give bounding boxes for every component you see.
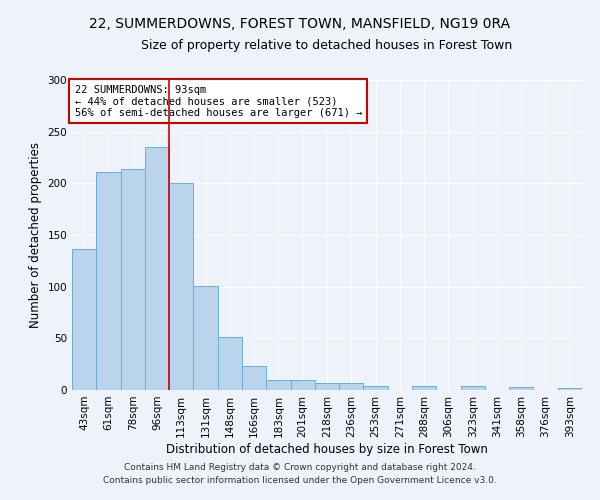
Bar (412, 386, 436, 390)
Bar (509, 387, 533, 390)
Bar (193, 286, 218, 390)
Title: Size of property relative to detached houses in Forest Town: Size of property relative to detached ho… (142, 40, 512, 52)
Bar (96, 172, 121, 390)
Bar (121, 169, 145, 390)
Bar (290, 380, 315, 390)
Bar (364, 386, 388, 390)
Y-axis label: Number of detached properties: Number of detached properties (29, 142, 42, 328)
Text: 22, SUMMERDOWNS, FOREST TOWN, MANSFIELD, NG19 0RA: 22, SUMMERDOWNS, FOREST TOWN, MANSFIELD,… (89, 18, 511, 32)
Bar (242, 366, 266, 390)
Text: Contains public sector information licensed under the Open Government Licence v3: Contains public sector information licen… (103, 476, 497, 485)
Bar (266, 380, 290, 390)
Bar (145, 147, 169, 390)
Bar (218, 338, 242, 390)
Bar (169, 184, 193, 390)
Bar (339, 383, 364, 390)
X-axis label: Distribution of detached houses by size in Forest Town: Distribution of detached houses by size … (166, 442, 488, 456)
Bar (558, 388, 582, 390)
Text: Contains HM Land Registry data © Crown copyright and database right 2024.: Contains HM Land Registry data © Crown c… (124, 462, 476, 471)
Text: 22 SUMMERDOWNS: 93sqm
← 44% of detached houses are smaller (523)
56% of semi-det: 22 SUMMERDOWNS: 93sqm ← 44% of detached … (74, 84, 362, 118)
Bar (461, 386, 485, 390)
Bar (315, 383, 339, 390)
Bar (72, 250, 96, 390)
